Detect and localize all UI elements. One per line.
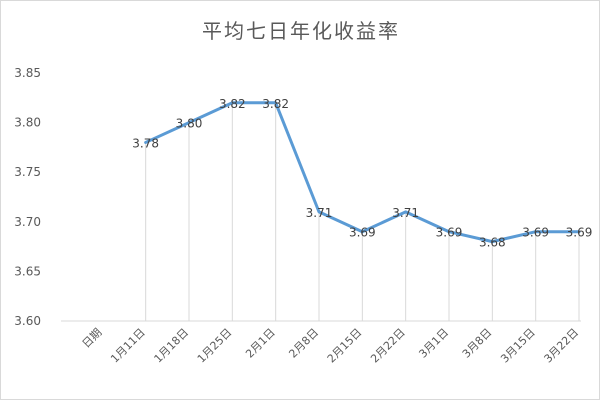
y-tick-label: 3.80 [14, 116, 41, 130]
y-tick-label: 3.70 [14, 215, 41, 229]
x-tick-label: 日期 [80, 326, 105, 351]
data-label: 3.69 [436, 226, 463, 240]
x-tick-label: 2月22日 [368, 326, 408, 366]
data-label: 3.69 [522, 226, 549, 240]
data-label: 3.78 [132, 136, 159, 150]
y-tick-label: 3.75 [14, 165, 41, 179]
y-tick-label: 3.60 [14, 314, 41, 328]
data-label: 3.71 [306, 206, 333, 220]
data-label: 3.82 [262, 97, 289, 111]
data-label: 3.69 [349, 226, 376, 240]
data-label: 3.80 [176, 117, 203, 131]
x-tick-label: 3月1日 [416, 326, 451, 361]
x-tick-label: 1月11日 [108, 326, 148, 366]
data-label: 3.68 [479, 236, 506, 250]
x-tick-label: 2月8日 [286, 326, 321, 361]
x-tick-label: 1月18日 [152, 326, 192, 366]
y-tick-label: 3.65 [14, 264, 41, 278]
y-tick-label: 3.85 [14, 66, 41, 80]
x-tick-label: 2月1日 [243, 326, 278, 361]
x-tick-label: 2月15日 [325, 326, 365, 366]
x-tick-label: 3月15日 [498, 326, 538, 366]
data-label: 3.82 [219, 97, 246, 111]
data-label: 3.71 [392, 206, 419, 220]
data-label: 3.69 [566, 226, 593, 240]
chart-title: 平均七日年化收益率 [202, 19, 400, 43]
x-tick-label: 3月22日 [542, 326, 582, 366]
x-tick-label: 1月25日 [195, 326, 235, 366]
series-line [144, 101, 581, 244]
x-tick-label: 3月8日 [460, 326, 495, 361]
